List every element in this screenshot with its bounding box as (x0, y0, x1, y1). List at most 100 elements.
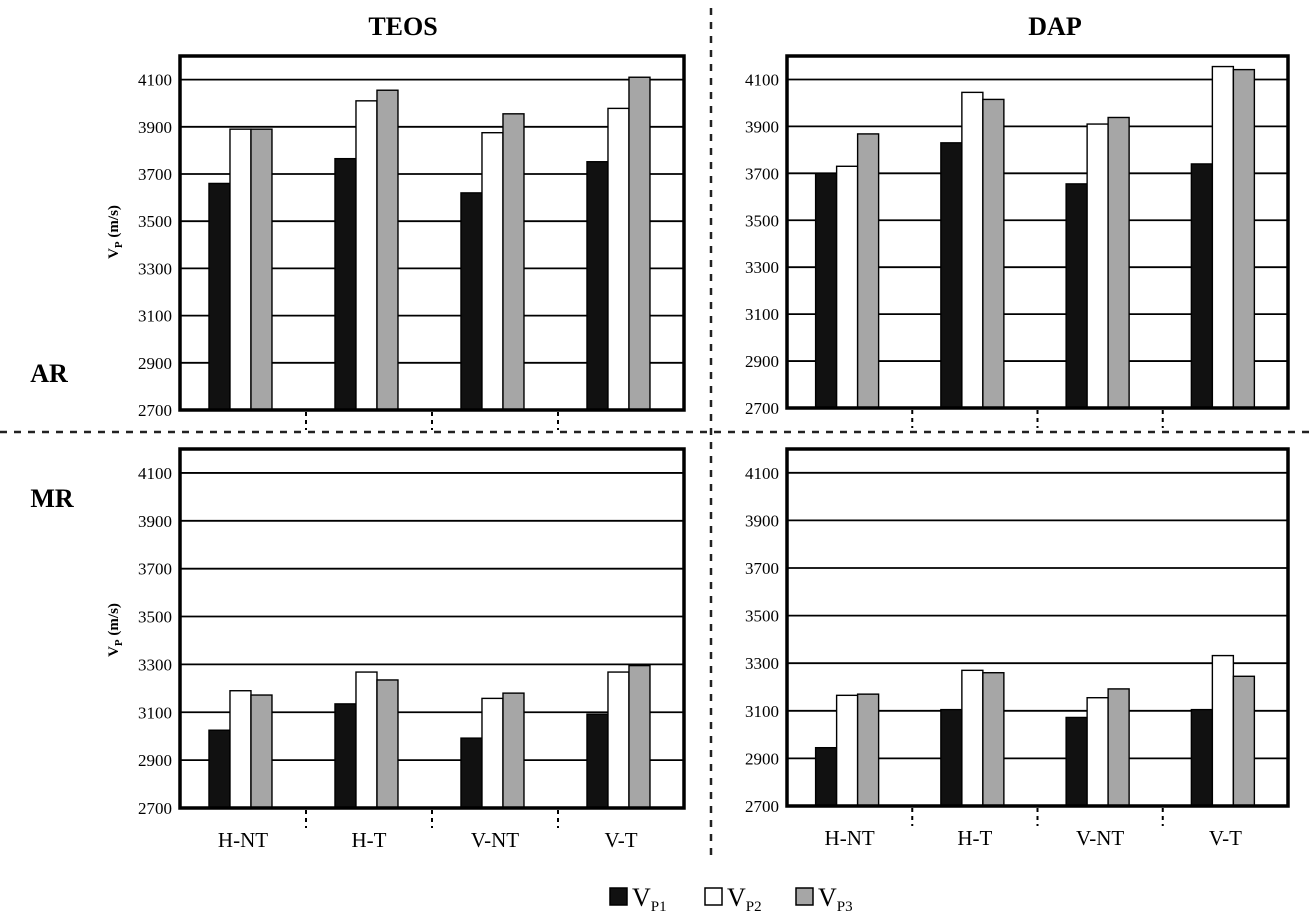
bar-vp2-v-nt (481, 131, 504, 411)
plot-frame (178, 54, 686, 412)
y-tick-label: 3900 (138, 118, 172, 137)
bar-vp3-v-t (628, 664, 651, 809)
bar-vp2-v-t (607, 107, 630, 411)
bar-vp1-h-nt (208, 182, 231, 411)
y-tick-label: 4100 (745, 70, 779, 89)
bar-vp1-v-nt (460, 192, 483, 411)
y-tick-label: 3100 (138, 703, 172, 722)
column-title-dap: DAP (1028, 12, 1082, 41)
bar-vp2-v-t (1211, 65, 1235, 409)
bar-vp3-h-nt (250, 694, 273, 809)
y-tick-label: 3300 (138, 259, 172, 278)
y-tick-label: 4100 (745, 464, 779, 483)
bar-vp3-h-nt (250, 128, 273, 411)
row-label-ar: AR (30, 359, 68, 388)
y-tick-label: 3300 (745, 654, 779, 673)
row-label-mr: MR (30, 484, 74, 513)
bar-vp3-v-nt (1107, 688, 1130, 807)
y-tick-label: 3700 (138, 560, 172, 579)
bar-vp3-h-t (376, 679, 399, 809)
y-tick-label: 3300 (745, 258, 779, 277)
bar-vp2-h-nt (835, 694, 859, 807)
bar-vp3-v-t (1232, 68, 1256, 409)
y-axis-label-mr: VP (m/s) (106, 603, 125, 657)
bar-vp1-h-t (334, 703, 357, 809)
panel-teos-mr: 2700 2900 3100 3300 3500 3700 3900 4100 H-NT H-T V… (138, 447, 686, 852)
legend-swatch-vp1 (609, 887, 628, 906)
legend-label-vp3: VP3 (818, 883, 853, 915)
bar-vp1-v-t (1190, 708, 1214, 807)
bar-vp3-v-nt (1107, 116, 1130, 409)
bar-vp2-h-t (961, 669, 984, 807)
svg-text:VP (m/s): VP (m/s) (106, 603, 125, 657)
y-tick-label: 4100 (138, 464, 172, 483)
bar-vp3-h-t (982, 672, 1005, 807)
bar-vp1-h-t (940, 708, 963, 807)
bar-vp2-h-t (961, 91, 984, 409)
svg-text:VP (m/s): VP (m/s) (106, 205, 125, 259)
y-tick-label: 3700 (745, 164, 779, 183)
y-tick-label: 3500 (138, 608, 172, 627)
y-tick-label: 3700 (745, 559, 779, 578)
bar-vp3-v-nt (502, 113, 525, 411)
bar-vp1-h-nt (814, 746, 838, 807)
y-tick-label: 3700 (138, 165, 172, 184)
bar-vp1-h-nt (208, 729, 231, 809)
bar-vp2-v-nt (1086, 123, 1109, 409)
bar-vp2-h-t (355, 671, 378, 809)
bar-vp2-h-t (355, 100, 378, 411)
legend: VP1 VP2 VP3 (609, 883, 853, 915)
legend-swatch-vp3 (795, 887, 814, 906)
legend-swatch-vp2 (704, 887, 723, 906)
bar-vp2-v-t (607, 671, 630, 809)
x-category-label: H-T (957, 826, 992, 850)
y-axis-label-ar: VP (m/s) (106, 205, 125, 259)
y-tick-label: 2900 (745, 749, 779, 768)
plot-frame (178, 447, 686, 810)
bar-vp1-h-nt (814, 172, 838, 409)
plot-frame (785, 54, 1290, 410)
bar-vp2-v-nt (481, 697, 504, 809)
bar-vp2-v-nt (1086, 697, 1109, 807)
y-tick-label: 2700 (138, 799, 172, 818)
x-category-label: V-T (604, 828, 637, 852)
panel-dap-mr: 2700 2900 3100 3300 3500 3700 3900 4100 H-NT H-T V… (745, 447, 1290, 850)
bar-vp3-h-t (376, 89, 399, 411)
bar-vp1-v-t (586, 713, 609, 809)
bar-vp3-h-nt (856, 133, 880, 409)
panel-dap-ar: 2700 2900 3100 3300 3500 3700 3900 4100 (745, 54, 1290, 428)
bar-vp3-v-t (1232, 675, 1256, 807)
x-category-label: V-NT (471, 828, 519, 852)
y-tick-label: 3300 (138, 655, 172, 674)
bar-vp1-h-t (334, 157, 357, 411)
bar-vp1-v-t (1190, 163, 1214, 409)
y-tick-label: 2700 (745, 797, 779, 816)
bar-vp1-v-t (586, 161, 609, 411)
y-tick-label: 2700 (138, 401, 172, 420)
bar-vp3-h-t (982, 98, 1005, 409)
legend-label-vp2: VP2 (727, 883, 762, 915)
x-category-label: V-T (1209, 826, 1242, 850)
x-category-label: H-T (352, 828, 387, 852)
panel-teos-ar: 2700 2900 3100 3300 3500 3700 3900 4100 (138, 54, 686, 430)
y-tick-label: 4100 (138, 71, 172, 90)
legend-label-vp1: VP1 (632, 883, 667, 915)
bar-vp3-h-nt (856, 693, 880, 807)
y-tick-label: 3500 (745, 211, 779, 230)
bar-vp1-v-nt (460, 737, 483, 809)
bar-vp2-h-nt (835, 165, 859, 409)
y-tick-label: 3500 (138, 212, 172, 231)
column-title-teos: TEOS (368, 12, 437, 41)
y-tick-label: 3100 (745, 305, 779, 324)
y-tick-label: 3100 (745, 702, 779, 721)
y-tick-label: 3500 (745, 607, 779, 626)
bar-vp3-v-t (628, 76, 651, 411)
bar-vp1-v-nt (1065, 716, 1088, 807)
x-category-label: H-NT (825, 826, 875, 850)
bar-vp2-h-nt (229, 690, 252, 809)
bar-vp2-v-t (1211, 654, 1235, 807)
bar-vp1-v-nt (1065, 183, 1088, 409)
y-tick-label: 3900 (745, 511, 779, 530)
y-tick-label: 2900 (138, 354, 172, 373)
